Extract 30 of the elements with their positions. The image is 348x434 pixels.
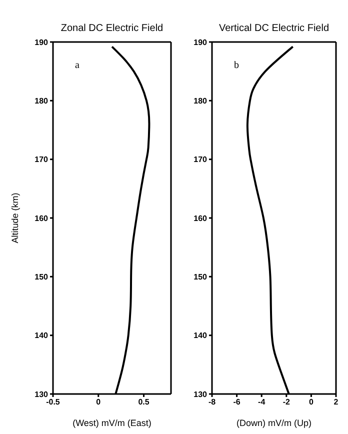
annotation: a	[75, 60, 80, 71]
y-axis-title: Altitude (km)	[10, 192, 20, 244]
y-tick-label: 140	[194, 331, 208, 340]
chart-title: Vertical DC Electric Field	[218, 23, 330, 34]
y-tick-label: 140	[34, 331, 49, 340]
x-axis-title: (Down) mV/m (Up)	[236, 418, 312, 428]
y-tick-label: 130	[34, 390, 49, 399]
y-tick-label: 160	[194, 214, 208, 223]
x-tick-label: 0	[96, 398, 102, 407]
x-tick-label: -2	[282, 398, 290, 407]
x-tick-label: -0.5	[46, 398, 60, 407]
y-tick-label: 160	[34, 214, 49, 223]
y-tick-label: 180	[194, 96, 208, 106]
x-tick-label: 0.5	[138, 398, 150, 407]
x-tick-label: 2	[334, 398, 339, 407]
chart-title: Zonal DC Electric Field	[60, 23, 164, 34]
annotation: b	[234, 60, 239, 71]
x-tick-label: -4	[258, 398, 266, 407]
y-tick-label: 170	[194, 155, 208, 164]
y-tick-label: 170	[34, 155, 49, 164]
y-tick-label: 190	[34, 38, 49, 47]
y-tick-label: 150	[194, 272, 208, 282]
x-tick-label: 0	[308, 398, 314, 407]
y-tick-label: 150	[34, 272, 49, 282]
x-axis-title: (West) mV/m (East)	[72, 418, 152, 428]
y-tick-label: 190	[194, 38, 208, 47]
x-tick-label: -8	[208, 398, 216, 407]
x-tick-label: -6	[233, 398, 241, 407]
y-tick-label: 130	[194, 390, 208, 399]
y-tick-label: 180	[34, 96, 49, 106]
